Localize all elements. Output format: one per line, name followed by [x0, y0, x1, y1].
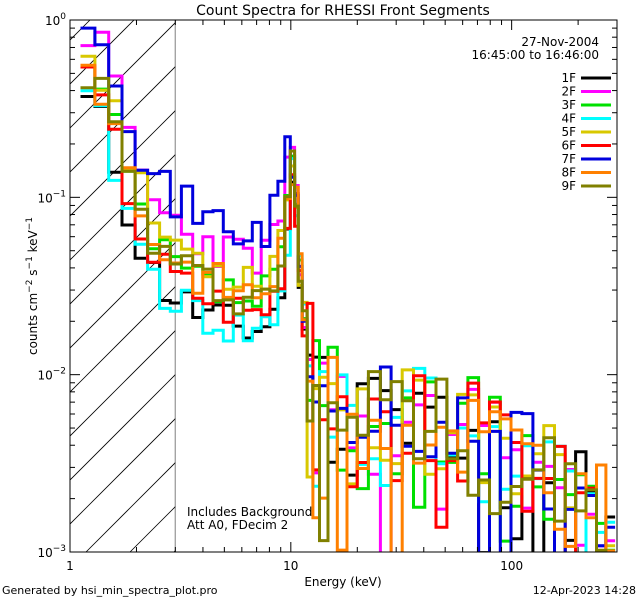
hatch-line [70, 66, 176, 173]
series-line-9F [80, 76, 608, 552]
hatch-line [85, 462, 176, 552]
legend-label-2F: 2F [561, 85, 576, 99]
x-axis-label: Energy (keV) [304, 575, 381, 589]
chart-title: Count Spectra for RHESSI Front Segments [196, 3, 490, 19]
time-range-label: 16:45:00 to 16:46:00 [472, 48, 599, 62]
hatch-line [614, 20, 640, 552]
date-label: 27-Nov-2004 [521, 35, 599, 49]
legend-label-5F: 5F [561, 125, 576, 139]
y-label-exp2: −1 [25, 256, 35, 269]
x-tick-label: 100 [500, 559, 523, 573]
legend-label-3F: 3F [561, 98, 576, 112]
y-axis-label: counts cm−2 s−1 keV−1 [25, 217, 40, 355]
legend-label-6F: 6F [561, 139, 576, 153]
footer-generated-by: Generated by hsi_min_spectra_plot.pro [2, 584, 218, 597]
series-line-8F [80, 63, 616, 552]
legend-label-7F: 7F [561, 152, 576, 166]
hatch-line [70, 22, 176, 129]
hatched-background-region [0, 20, 640, 552]
hatch-line [70, 374, 176, 481]
footer-timestamp: 12-Apr-2023 14:28 [533, 584, 636, 597]
y-label-exp3: −1 [25, 217, 35, 230]
y-label-mid1: s [26, 269, 40, 279]
hatch-line [70, 286, 176, 393]
y-label-mid2: keV [26, 229, 40, 256]
y-label-base: counts cm [26, 293, 40, 355]
legend-label-1F: 1F [561, 71, 576, 85]
hatch-line [0, 20, 2, 552]
y-tick-label: 10−1 [37, 189, 66, 205]
annotation-attenuator: Att A0, FDecim 2 [187, 518, 288, 532]
hatch-line [70, 418, 176, 525]
y-tick-label: 100 [45, 12, 66, 28]
x-tick-label: 1 [66, 559, 74, 573]
x-tick-label: 10 [283, 559, 298, 573]
annotation-background: Includes Background [187, 505, 312, 519]
hatch-line [70, 198, 176, 305]
hatch-line [0, 20, 46, 552]
legend-label-4F: 4F [561, 112, 576, 126]
y-tick-label: 10−3 [37, 544, 66, 560]
y-tick-label: 10−2 [37, 367, 66, 383]
hatch-line [70, 20, 91, 41]
hatch-line [394, 20, 640, 552]
plot-frame [69, 19, 618, 553]
hatch-line [70, 154, 176, 261]
axes: 1 10 100 100 10−1 10−2 10−3 [37, 12, 618, 573]
hatch-line [70, 242, 176, 349]
series-lines [80, 26, 616, 552]
y-label-exp1: −2 [25, 280, 35, 293]
legend-label-9F: 9F [561, 179, 576, 193]
hatch-line [70, 110, 176, 217]
legend-label-8F: 8F [561, 166, 576, 180]
